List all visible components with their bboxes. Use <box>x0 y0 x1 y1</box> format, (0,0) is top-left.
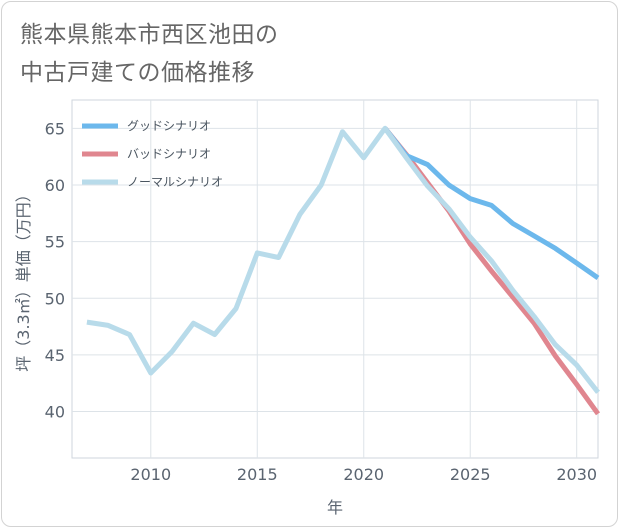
y-tick-label: 45 <box>45 346 65 365</box>
series-lines <box>86 125 601 416</box>
chart-title: 熊本県熊本市西区池田の 中古戸建ての価格推移 <box>20 16 580 92</box>
y-tick-label: 65 <box>45 119 65 138</box>
y-axis-title: 坪（3.3㎡）単価（万円） <box>14 186 33 371</box>
grid-lines <box>72 100 598 458</box>
legend-label: グッドシナリオ <box>127 119 211 133</box>
plot-area-border <box>71 99 599 459</box>
y-tick-labels: 40 45 50 55 60 65 <box>45 119 65 421</box>
x-tick-label: 2015 <box>237 465 278 484</box>
x-axis-title: 年 <box>327 498 343 517</box>
legend-item-good[interactable]: グッドシナリオ <box>82 119 211 133</box>
legend-item-bad[interactable]: バッドシナリオ <box>82 147 211 161</box>
series-line-normal <box>86 125 600 394</box>
series-line-good <box>383 126 600 280</box>
x-tick-labels: 2010 2015 2020 2025 2030 <box>130 465 597 484</box>
chart-title-line-2: 中古戸建ての価格推移 <box>20 60 255 86</box>
x-tick-label: 2020 <box>343 465 384 484</box>
x-tick-label: 2030 <box>556 465 597 484</box>
y-tick-label: 55 <box>45 233 65 252</box>
y-tick-label: 60 <box>45 176 65 195</box>
y-tick-label: 40 <box>45 403 65 422</box>
legend-label: バッドシナリオ <box>127 147 211 161</box>
y-tick-label: 50 <box>45 289 65 308</box>
x-tick-label: 2010 <box>130 465 171 484</box>
legend-label: ノーマルシナリオ <box>127 175 223 189</box>
x-tick-label: 2025 <box>450 465 491 484</box>
chart-title-line-1: 熊本県熊本市西区池田の <box>20 22 279 48</box>
legend-item-normal[interactable]: ノーマルシナリオ <box>82 175 223 189</box>
